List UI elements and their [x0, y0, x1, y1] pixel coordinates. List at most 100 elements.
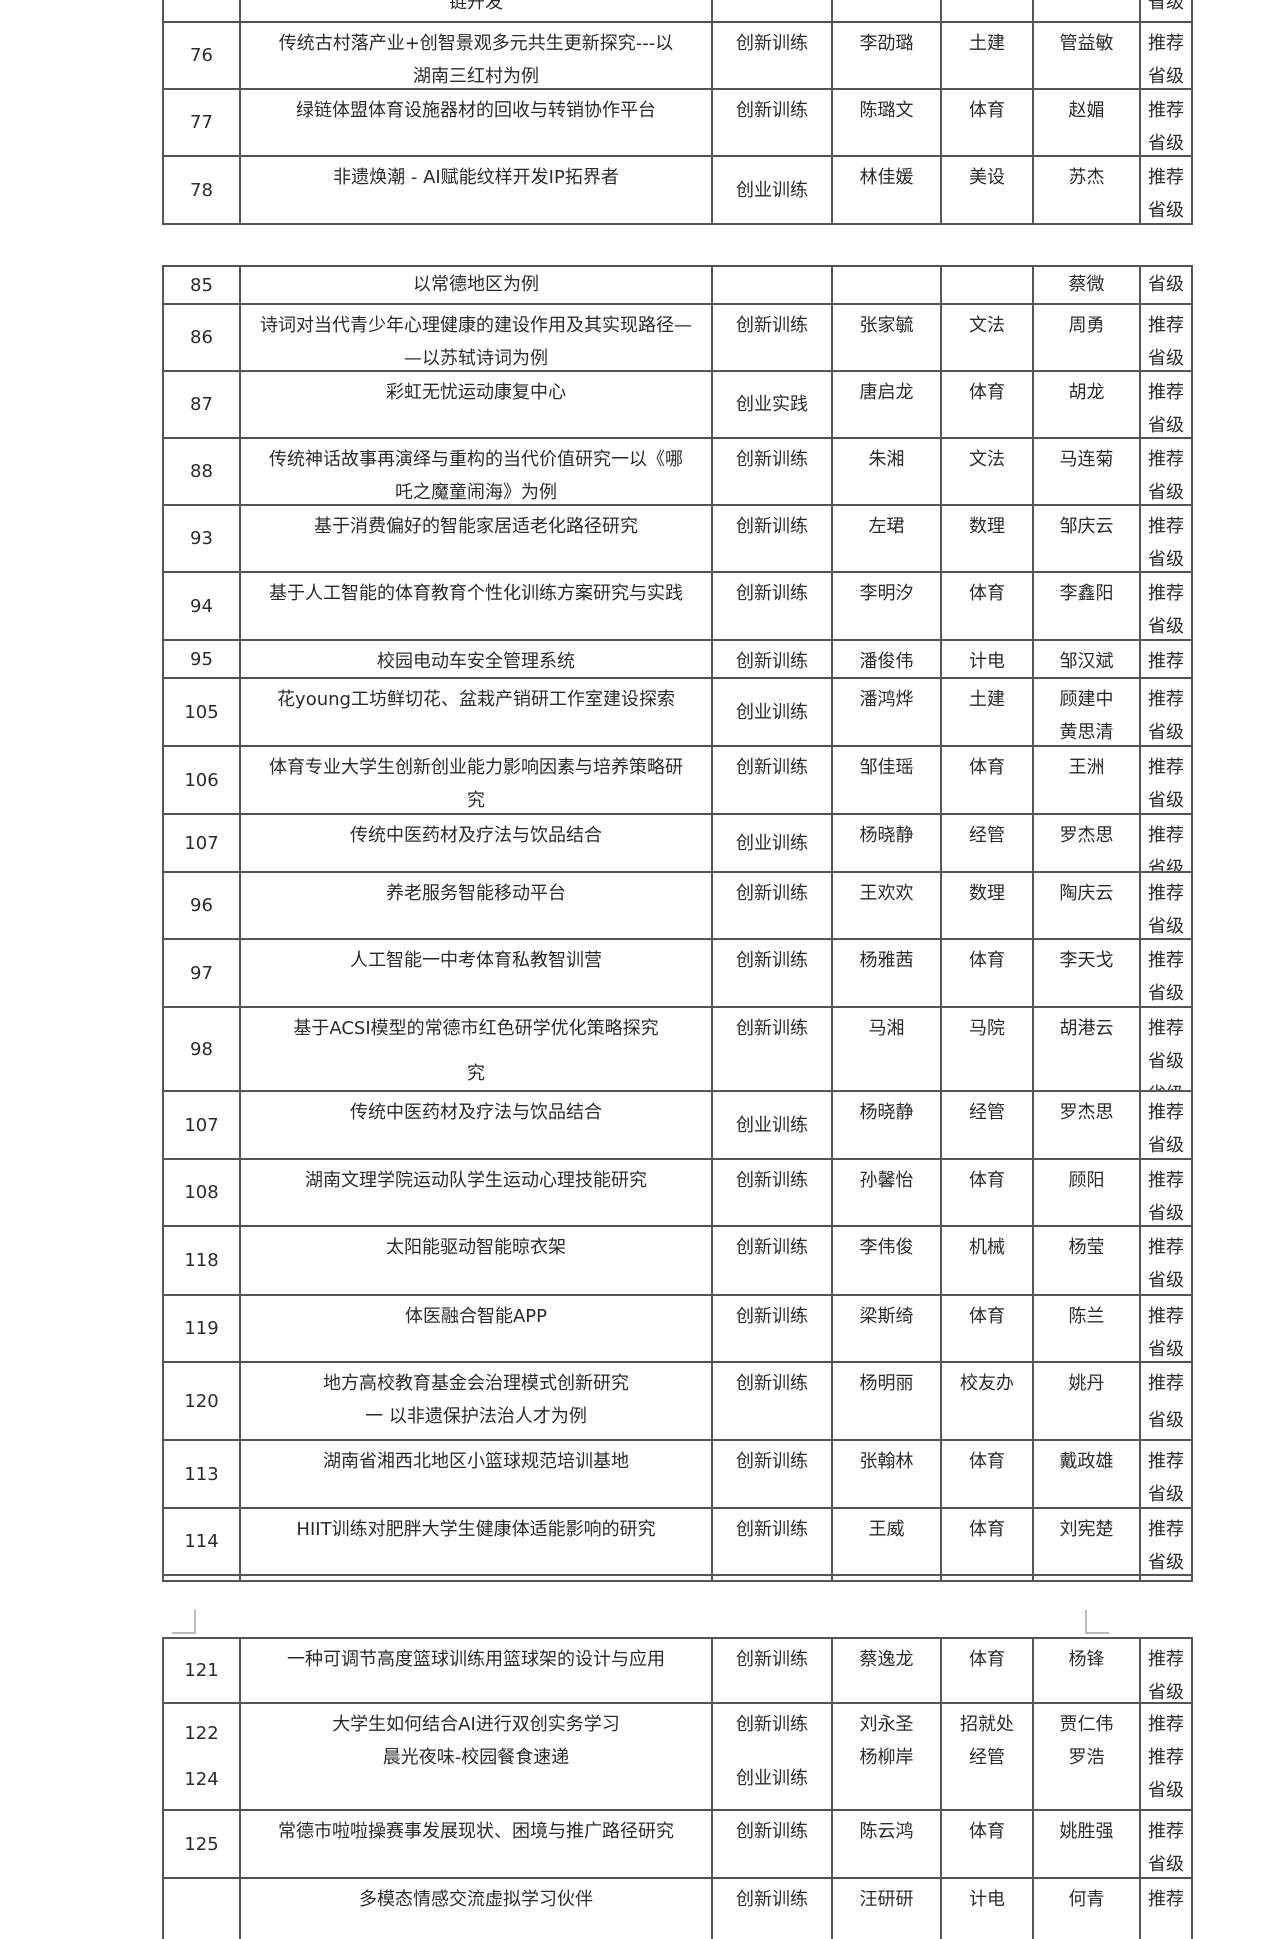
cell-no: 95 — [162, 641, 239, 677]
cell-type: 创新训练 — [711, 873, 831, 938]
cell-no: 113 — [162, 1441, 239, 1507]
cell-type: 创新训练 — [711, 1363, 831, 1439]
level-text: 推荐 — [1148, 1373, 1184, 1394]
cell-advisor: 马连菊 — [1032, 439, 1139, 504]
cell-title: 体育专业大学生创新创业能力影响因素与培养策略研究 — [239, 747, 711, 813]
advisor-text: 刘宪楚 — [1059, 1519, 1114, 1540]
table-row — [162, 1576, 1193, 1582]
table-row: 98 基于ACSI模型的常德市红色研学优化策略探究究 创新训练 马湘 马院 胡港云 推荐 省级… — [162, 1008, 1193, 1092]
title-text: 吒之魔童闹海》为例 — [395, 482, 557, 503]
type-text: 创新训练 — [736, 33, 808, 54]
leader-text: 林佳媛 — [859, 167, 914, 188]
no-text: 95 — [190, 648, 213, 670]
cell-level: 推荐 省级 — [1139, 1639, 1193, 1702]
title-text: 晨光夜味-校园餐食速递 — [382, 1747, 570, 1768]
title-text: HIIT训练对肥胖大学生健康体适能影响的研究 — [296, 1519, 656, 1540]
cell-title: 非遗焕潮 - AI赋能纹样开发IP拓界者 — [239, 157, 711, 223]
level-text: 省级 — [1148, 1270, 1184, 1291]
title-text: 太阳能驱动智能晾衣架 — [386, 1237, 566, 1258]
level-text: 推荐 — [1148, 651, 1184, 672]
dept-text: 体育 — [969, 583, 1005, 604]
advisor-text: 顾建中 — [1059, 689, 1114, 710]
cell-dept — [940, 0, 1032, 21]
advisor-text: 管益敏 — [1059, 33, 1114, 54]
type-text: 创新训练 — [736, 1649, 808, 1670]
cell-advisor: 李天戈 — [1032, 940, 1139, 1006]
level-text: 推荐 — [1148, 1451, 1184, 1472]
type-text: 创新训练 — [736, 516, 808, 537]
cell-advisor: 杨莹 — [1032, 1227, 1139, 1294]
cell-dept: 经管 — [940, 815, 1032, 871]
cell-title: 多模态情感交流虚拟学习伙伴 — [239, 1879, 711, 1939]
title-text: 传统神话故事再演绎与重构的当代价值研究一以《哪 — [269, 449, 683, 470]
page-corner-mark-left — [172, 1610, 196, 1634]
level-text: 省级 — [1148, 616, 1184, 637]
level-text: 省级 — [1148, 415, 1184, 436]
leader-text: 杨柳岸 — [859, 1747, 914, 1768]
cell-leader: 潘鸿烨 — [831, 679, 940, 745]
level-text: 省级 — [1148, 858, 1184, 871]
cell-type: 创新训练 — [711, 940, 831, 1006]
cell-leader: 陈云鸿 — [831, 1811, 940, 1877]
cell-level: 推荐 省级 — [1139, 573, 1193, 639]
level-text: 省级 — [1148, 916, 1184, 937]
cell-level: 推荐 省级 — [1139, 747, 1193, 813]
cell-no — [162, 1879, 239, 1939]
cell-type: 创业训练 — [711, 679, 831, 745]
cell-title: 传统神话故事再演绎与重构的当代价值研究一以《哪 吒之魔童闹海》为例 — [239, 439, 711, 504]
cell-dept: 体育 — [940, 1160, 1032, 1225]
type-text: 创新训练 — [736, 1237, 808, 1258]
no-text: 124 — [184, 1769, 219, 1790]
cell-advisor: 胡龙 — [1032, 372, 1139, 437]
cell-type: 创新训练 — [711, 506, 831, 571]
leader-text: 蔡逸龙 — [859, 1649, 914, 1670]
type-text: 创业训练 — [736, 1114, 808, 1136]
cell-title: 湖南省湘西北地区小篮球规范培训基地 — [239, 1441, 711, 1507]
level-text: 省级 — [1148, 983, 1184, 1004]
type-text: 创新训练 — [736, 1451, 808, 1472]
dept-text: 计电 — [969, 651, 1005, 672]
leader-text: 唐启龙 — [859, 382, 914, 403]
cell-title: 花young工坊鲜切花、盆栽产销研工作室建设探索 — [239, 679, 711, 745]
level-text: 推荐 — [1148, 1821, 1184, 1842]
advisor-text: 戴政雄 — [1059, 1451, 1114, 1472]
cell-title: 传统古村落产业+创智景观多元共生更新探究---以 湖南三红村为例 — [239, 23, 711, 88]
cell-level: 推荐 省级 — [1139, 1160, 1193, 1225]
table-row: 95 校园电动车安全管理系统 创新训练 潘俊伟 计电 邹汉斌 推荐 — [162, 641, 1193, 679]
title-text: 花young工坊鲜切花、盆栽产销研工作室建设探索 — [277, 689, 675, 710]
cell-leader: 马湘 — [831, 1008, 940, 1090]
cell-leader: 张家毓 — [831, 305, 940, 370]
type-text: 创业实践 — [736, 394, 808, 415]
cell-no: 96 — [162, 873, 239, 938]
cell-level: 推荐 省级 — [1139, 815, 1193, 871]
level-text: 省级 — [1148, 133, 1184, 154]
dept-text: 体育 — [969, 382, 1005, 403]
title-text: 湖南省湘西北地区小篮球规范培训基地 — [323, 1451, 629, 1472]
leader-text: 张翰林 — [859, 1451, 914, 1472]
cell-dept: 校友办 — [940, 1363, 1032, 1439]
cell-title: 体医融合智能APP — [239, 1296, 711, 1361]
level-text: 省级 — [1148, 549, 1184, 570]
title-text: 地方高校教育基金会治理模式创新研究 — [323, 1373, 629, 1394]
level-text: 推荐 — [1148, 100, 1184, 121]
cell-title: 大学生如何结合AI进行双创实务学习 晨光夜味-校园餐食速递 — [239, 1704, 711, 1809]
table-row: 多模态情感交流虚拟学习伙伴 创新训练 汪研研 计电 何青 推荐 — [162, 1879, 1193, 1939]
level-text: 推荐 — [1148, 1519, 1184, 1540]
advisor-text: 邹汉斌 — [1059, 651, 1114, 672]
cell-level: 推荐 省级 — [1139, 23, 1193, 88]
title-text: 一种可调节高度篮球训练用篮球架的设计与应用 — [287, 1649, 665, 1670]
advisor-text: 杨锋 — [1068, 1649, 1105, 1670]
cell-advisor: 刘宪楚 — [1032, 1509, 1139, 1574]
cell-no: 107 — [162, 815, 239, 871]
cell-no: 85 — [162, 267, 239, 303]
level-text: 省级 — [1148, 274, 1184, 295]
table-row: 107 传统中医药材及疗法与饮品结合 创业训练 杨晓静 经管 罗杰思 推荐 省级 — [162, 815, 1193, 873]
cell-dept: 经管 — [940, 1092, 1032, 1158]
no-text: 93 — [190, 528, 213, 549]
leader-text: 邹佳瑶 — [859, 757, 914, 778]
cell-no: 94 — [162, 573, 239, 639]
table-row: 97 人工智能一中考体育私教智训营 创新训练 杨雅茜 体育 李天戈 推荐 省级 — [162, 940, 1193, 1008]
cell-no: 107 — [162, 1092, 239, 1158]
cell-type: 创新训练 — [711, 747, 831, 813]
title-text: 体育专业大学生创新创业能力影响因素与培养策略研 — [269, 757, 683, 778]
